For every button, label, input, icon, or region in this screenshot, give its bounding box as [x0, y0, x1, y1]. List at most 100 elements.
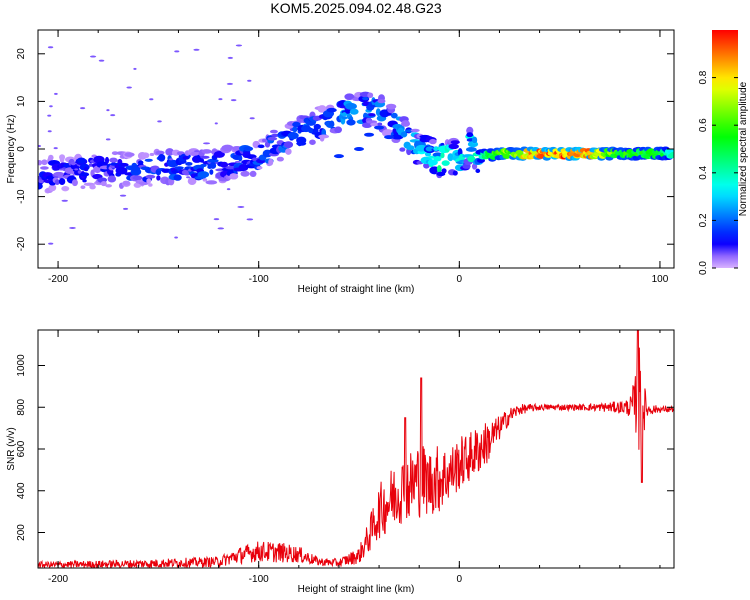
spectral-blob	[73, 165, 80, 170]
spectral-blob	[145, 174, 156, 179]
spectral-blob	[441, 168, 447, 174]
bottom-y-tick-label: 600	[16, 440, 27, 457]
spectral-blob	[148, 183, 153, 187]
spectral-blob	[466, 126, 474, 135]
spectral-blob	[329, 120, 335, 127]
snr-series-line	[38, 330, 674, 568]
spectral-outlier	[89, 55, 97, 58]
spectral-blob	[88, 163, 94, 167]
spectral-blob	[100, 180, 107, 187]
spectral-outlier	[149, 98, 154, 101]
spectral-blob	[313, 129, 319, 133]
spectral-blob	[256, 166, 263, 170]
bottom-x-axis-label: Height of straight line (km)	[298, 584, 415, 595]
spectral-blob	[77, 170, 82, 174]
spectral-blob	[240, 170, 250, 177]
spectral-outlier	[47, 114, 52, 117]
spectral-blob	[146, 178, 152, 184]
spectral-outlier	[38, 144, 41, 147]
spectral-blob	[429, 138, 437, 145]
spectral-blob	[209, 169, 214, 175]
spectral-blob	[399, 147, 406, 152]
spectral-lobe	[364, 132, 375, 137]
spectral-blob	[132, 175, 143, 181]
spectral-blob	[385, 103, 397, 110]
spectral-blob	[276, 156, 284, 162]
spectral-blob	[292, 121, 301, 128]
spectral-blob	[107, 175, 117, 183]
bottom-y-tick-label: 400	[16, 482, 27, 499]
spectral-blob	[362, 122, 373, 129]
spectral-blob	[141, 152, 150, 159]
spectral-outlier	[237, 205, 245, 208]
spectral-blob	[71, 179, 78, 187]
spectral-outlier	[47, 46, 54, 49]
spectral-blob	[475, 168, 481, 174]
spectral-blob	[410, 128, 420, 133]
spectral-blob	[124, 152, 135, 157]
snr-layer	[38, 330, 674, 568]
spectral-blob	[436, 165, 442, 173]
spectral-blob	[452, 170, 458, 176]
spectral-blob	[391, 134, 404, 140]
spectral-outlier	[54, 92, 58, 95]
spectral-outlier	[214, 122, 218, 125]
spectral-blob	[221, 144, 234, 152]
bottom-x-tick-label: 0	[457, 574, 463, 585]
spectral-blob	[283, 141, 294, 149]
spectral-outlier	[126, 86, 132, 89]
spectral-blob	[149, 152, 155, 157]
bottom-y-axis-label: SNR (v/v)	[6, 427, 17, 470]
spectral-blob	[155, 150, 165, 155]
spectral-lobe	[354, 147, 365, 151]
spectral-outlier	[193, 150, 200, 153]
spectral-blob	[466, 132, 474, 138]
spectral-blob	[53, 171, 65, 177]
spectral-blob	[346, 119, 356, 126]
spectral-blob	[321, 128, 327, 136]
spectral-blob	[76, 157, 86, 164]
spectral-blob	[105, 184, 112, 188]
spectral-lobe	[384, 135, 395, 140]
spectral-blob	[367, 92, 374, 99]
spectral-blob	[471, 136, 478, 144]
spectral-blob	[61, 186, 70, 192]
spectral-outlier	[74, 168, 79, 171]
spectral-blob	[440, 152, 445, 159]
spectral-blob	[70, 161, 76, 166]
top-y-tick-label: 20	[16, 48, 27, 60]
spectral-blob	[313, 123, 321, 130]
spectral-blob	[238, 155, 243, 162]
spectral-blob	[199, 163, 207, 168]
colorbar-tick-label: 0.0	[698, 261, 709, 275]
spectral-outlier	[61, 199, 68, 202]
spectral-outlier	[217, 227, 225, 230]
spectral-outlier	[105, 138, 111, 141]
spectral-blob	[213, 150, 225, 158]
spectral-blob	[205, 180, 218, 185]
spectral-blob	[450, 140, 460, 145]
spectral-blob	[326, 107, 337, 113]
spectral-blob	[423, 162, 430, 169]
spectral-blob	[344, 93, 355, 101]
spectral-blob	[262, 138, 267, 143]
spectral-outlier	[49, 105, 53, 108]
spectral-blob	[307, 127, 314, 134]
spectral-blob	[79, 172, 90, 177]
spectral-blob	[187, 177, 197, 186]
spectral-blob	[447, 153, 454, 162]
spectral-blob	[432, 152, 443, 158]
spectral-blob	[38, 160, 43, 166]
spectral-blob	[317, 105, 327, 113]
spectral-outlier	[226, 188, 231, 191]
spectral-outlier	[53, 147, 58, 150]
colorbar-tick-label: 0.4	[698, 165, 709, 179]
spectral-outlier	[227, 56, 234, 59]
spectral-outlier	[106, 109, 110, 112]
spectral-blob	[182, 155, 189, 160]
top-x-tick-label: 100	[652, 274, 669, 285]
spectral-outlier	[169, 158, 174, 161]
spectral-outlier	[213, 218, 220, 221]
spectral-blob	[48, 184, 57, 192]
spectral-blob	[200, 155, 210, 159]
